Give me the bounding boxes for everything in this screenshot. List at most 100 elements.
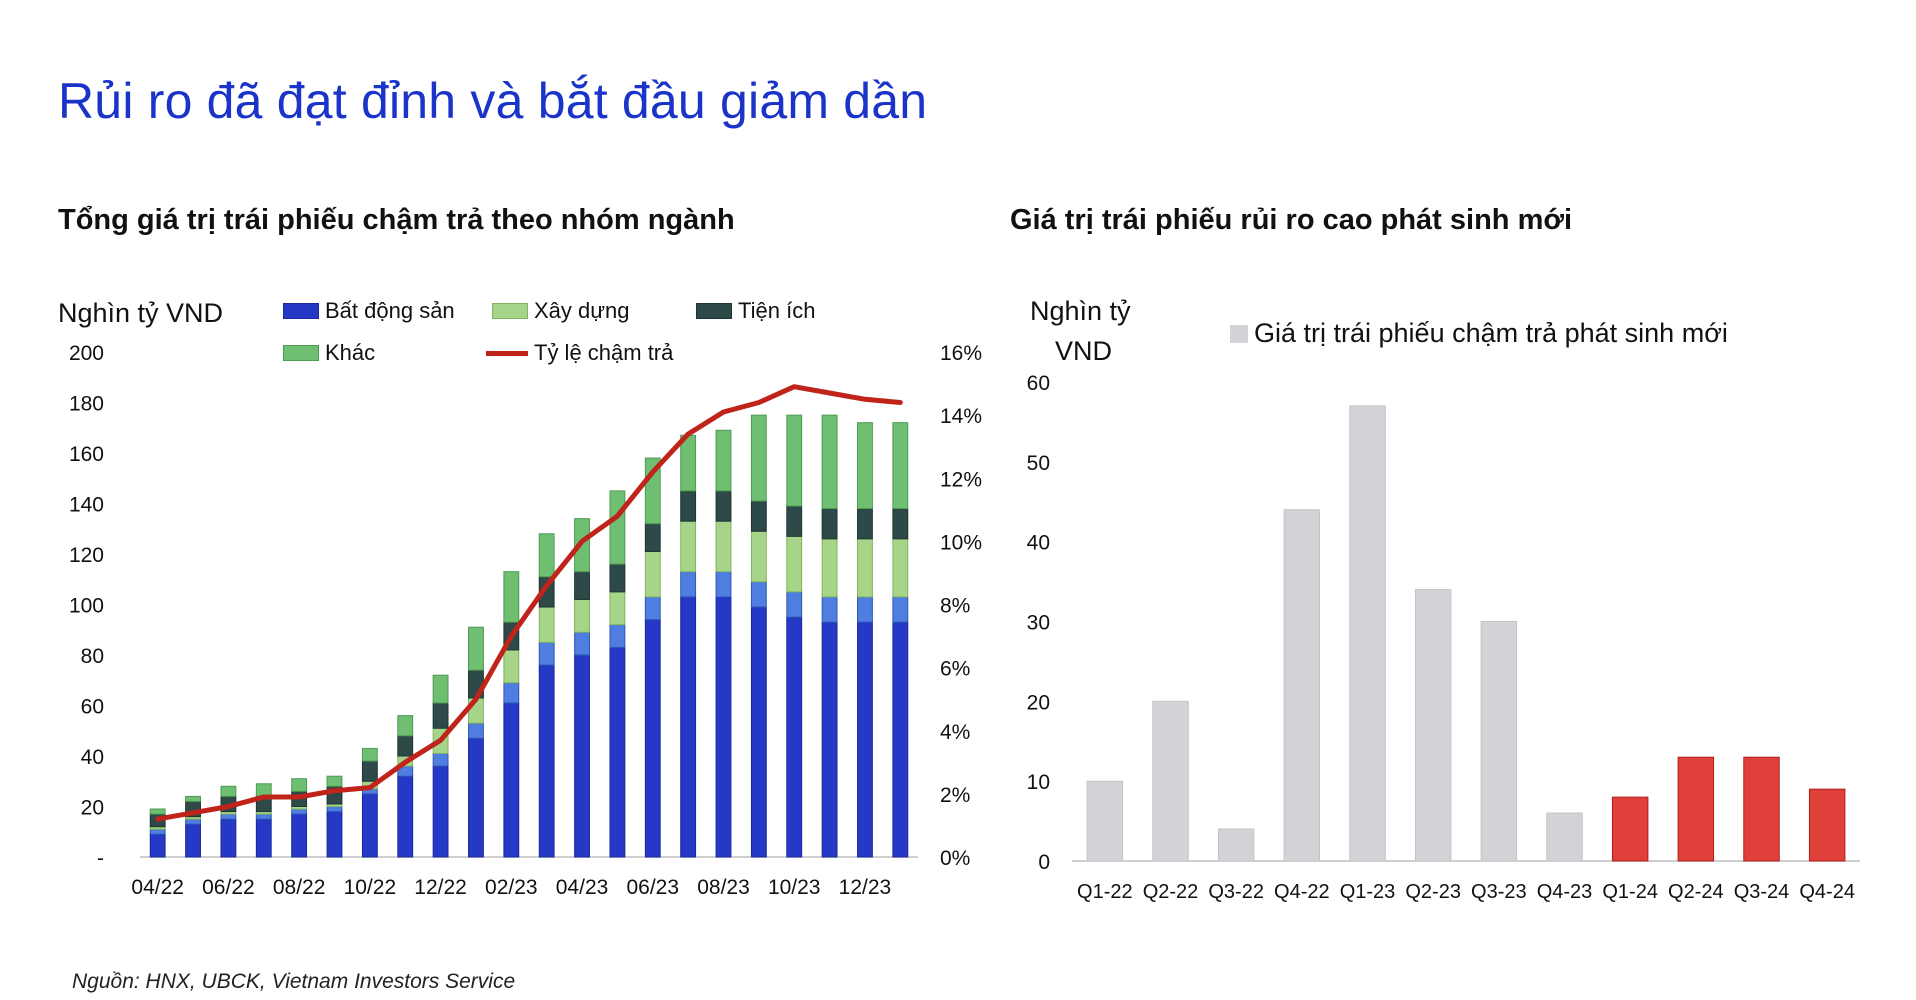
- y-tick-label: 100: [69, 595, 104, 618]
- y2-tick-label: 14%: [940, 405, 982, 428]
- x-tick-label: 06/23: [626, 876, 679, 899]
- right-unit-line1: Nghìn tỷ: [1030, 296, 1131, 326]
- bar-segment-ti: [715, 490, 732, 522]
- bar: [1546, 812, 1583, 862]
- bar-segment-bds-light: [503, 682, 520, 704]
- x-tick-label: Q1-23: [1340, 881, 1396, 903]
- source-note: Nguồn: HNX, UBCK, Vietnam Investors Serv…: [72, 970, 516, 993]
- y2-tick-label: 4%: [940, 721, 970, 744]
- bar: [1086, 780, 1124, 862]
- bar-segment-khac: [786, 414, 803, 507]
- right-legend: Giá trị trái phiếu chậm trả phát sinh mớ…: [1230, 318, 1728, 349]
- bar-segment-bds-light: [432, 752, 449, 767]
- bar-highlight: [1808, 788, 1846, 862]
- x-tick-label: Q4-22: [1274, 881, 1330, 903]
- left-unit-label: Nghìn tỷ VND: [58, 298, 224, 328]
- y2-tick-label: 8%: [940, 595, 970, 618]
- x-tick-label: Q2-24: [1668, 881, 1724, 903]
- bar-segment-bds-light: [715, 571, 732, 598]
- y-tick-label: 20: [81, 797, 104, 820]
- legend-label-ti: Tiện ích: [738, 298, 816, 323]
- bar-segment-bds: [892, 621, 909, 858]
- bar-segment-bds-light: [255, 813, 272, 820]
- bar-segment-bds-light: [326, 806, 343, 813]
- x-tick-label: 10/22: [344, 876, 397, 899]
- y2-tick-label: 12%: [940, 468, 982, 491]
- x-tick-label: 08/22: [273, 876, 326, 899]
- bar-segment-ti: [432, 702, 449, 729]
- x-tick-label: Q1-24: [1602, 881, 1658, 903]
- legend-item-ti: Tiện ích: [696, 298, 815, 324]
- bar-segment-khac: [468, 626, 484, 671]
- bar: [1283, 509, 1321, 862]
- bar-segment-khac: [609, 490, 626, 565]
- bar-segment-khac: [149, 808, 166, 815]
- bar-highlight: [1677, 756, 1715, 862]
- x-tick-label: 12/22: [414, 876, 467, 899]
- bar-segment-bds: [574, 654, 590, 858]
- bar-segment-khac: [326, 775, 343, 787]
- x-tick-label: Q2-22: [1143, 881, 1199, 903]
- legend-swatch-xd: [492, 303, 528, 319]
- bar-segment-khac: [857, 422, 873, 510]
- bar-segment-bds-light: [609, 624, 626, 648]
- bar-segment-xd: [857, 538, 873, 598]
- y-tick-label: 10: [1027, 771, 1050, 794]
- legend-item-khac: Khác: [283, 340, 375, 366]
- y-tick-label: 120: [69, 544, 104, 567]
- y-tick-label: -: [97, 847, 104, 870]
- legend-swatch-khac: [283, 345, 319, 361]
- y-tick-label: 80: [81, 645, 104, 668]
- right-chart-heading: Giá trị trái phiếu rủi ro cao phát sinh …: [1010, 204, 1573, 236]
- bar-segment-khac: [185, 795, 201, 802]
- bar-segment-ti: [361, 760, 378, 782]
- bar-segment-bds: [538, 664, 555, 858]
- bar-segment-ti: [821, 508, 838, 540]
- bar-segment-xd: [538, 606, 555, 643]
- y-tick-label: 140: [69, 494, 104, 517]
- bar-segment-ti: [397, 735, 414, 757]
- bar-segment-bds-light: [680, 571, 697, 598]
- rate-line: [155, 384, 903, 822]
- slide-title: Rủi ro đã đạt đỉnh và bắt đầu giảm dần: [58, 73, 928, 129]
- x-tick-label: 08/23: [697, 876, 750, 899]
- bar-segment-bds-light: [857, 596, 873, 623]
- x-tick-label: Q3-22: [1208, 881, 1264, 903]
- bar-segment-bds-light: [468, 722, 484, 739]
- x-tick-label: Q3-23: [1471, 881, 1527, 903]
- y2-tick-label: 0%: [940, 847, 970, 870]
- x-tick-label: 12/23: [839, 876, 892, 899]
- x-tick-label: Q4-23: [1537, 881, 1593, 903]
- y-tick-label: 50: [1027, 452, 1050, 475]
- y-tick-label: 160: [69, 443, 104, 466]
- bar-segment-bds-light: [750, 581, 767, 608]
- bar-segment-ti: [644, 523, 661, 552]
- bar-segment-bds: [715, 596, 732, 858]
- bar-segment-khac: [538, 533, 555, 578]
- bar-segment-xd: [821, 538, 838, 598]
- bar: [1480, 621, 1518, 862]
- bar-segment-khac: [750, 414, 767, 502]
- bar-segment-khac: [397, 715, 414, 737]
- bar-segment-ti: [680, 490, 697, 522]
- bar-segment-bds-light: [291, 808, 308, 815]
- bar: [1414, 589, 1452, 862]
- bar-segment-bds: [857, 621, 873, 858]
- bar-segment-bds: [326, 811, 343, 858]
- right-legend-label: Giá trị trái phiếu chậm trả phát sinh mớ…: [1254, 318, 1728, 348]
- y-tick-label: 200: [69, 342, 104, 365]
- bar-segment-bds-light: [149, 828, 166, 835]
- bar-segment-xd: [574, 598, 590, 633]
- bar-segment-bds: [397, 775, 414, 858]
- bar-segment-bds-light: [538, 641, 555, 666]
- bar-segment-ti: [892, 508, 909, 540]
- bar-segment-bds: [750, 606, 767, 858]
- bar-segment-xd: [786, 535, 803, 593]
- y-tick-label: 30: [1027, 612, 1050, 635]
- legend-item-rate: Tỷ lệ chậm trả: [486, 340, 673, 366]
- bar-segment-xd: [715, 520, 732, 573]
- y-tick-label: 60: [1027, 372, 1050, 395]
- bar-segment-khac: [432, 674, 449, 704]
- bar-segment-xd: [680, 520, 697, 573]
